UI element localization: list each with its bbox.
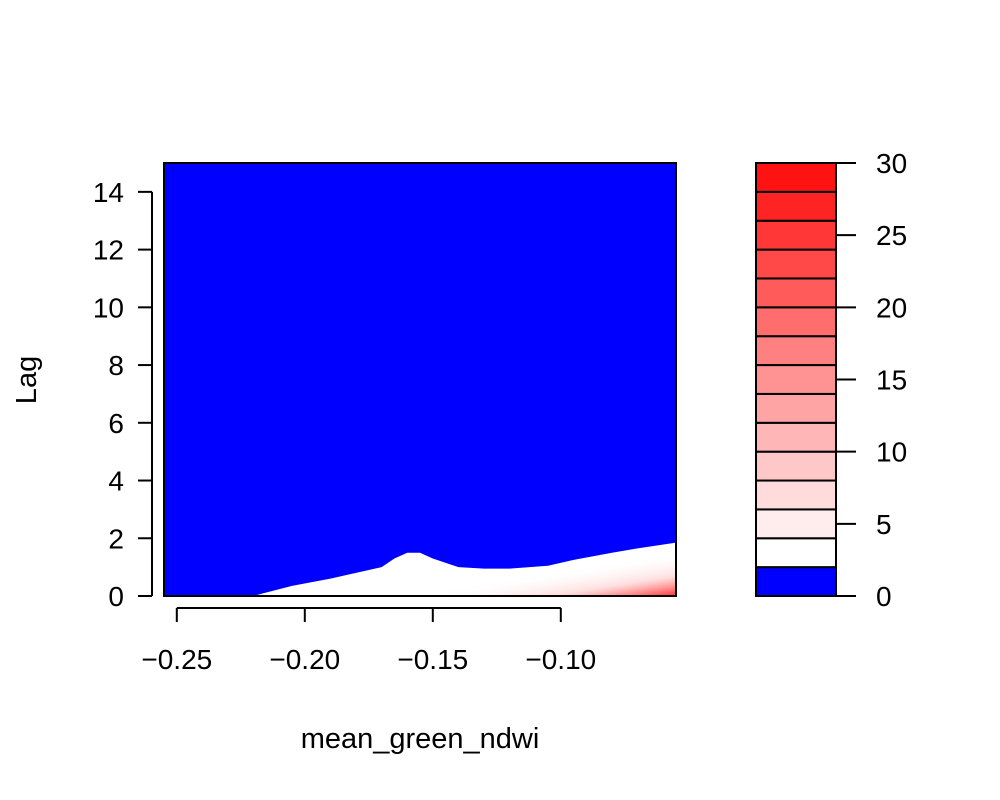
y-tick-label: 0 bbox=[108, 581, 124, 612]
colorbar-tick-label: 30 bbox=[876, 148, 907, 179]
colorbar-tick-label: 15 bbox=[876, 365, 907, 396]
colorbar-swatch bbox=[755, 190, 837, 222]
colorbar-tick-label: 25 bbox=[876, 220, 907, 251]
y-tick-label: 4 bbox=[108, 466, 124, 497]
colorbar-tick-label: 20 bbox=[876, 292, 907, 323]
contour-warm-region bbox=[164, 542, 676, 596]
y-axis-title: Lag bbox=[11, 356, 43, 404]
y-tick-label: 12 bbox=[93, 235, 124, 266]
colorbar-swatch bbox=[755, 537, 837, 569]
x-tick-label: −0.10 bbox=[525, 644, 596, 675]
colorbar-swatch bbox=[755, 277, 837, 309]
x-axis-title: mean_green_ndwi bbox=[301, 723, 540, 755]
colorbar: 0 5 10 15 20 25 30 bbox=[755, 148, 907, 612]
colorbar-swatch bbox=[755, 566, 837, 598]
colorbar-swatch bbox=[755, 248, 837, 280]
x-tick-label: −0.20 bbox=[269, 644, 340, 675]
plot-area bbox=[164, 163, 676, 596]
y-tick-label: 6 bbox=[108, 408, 124, 439]
colorbar-swatch bbox=[755, 162, 837, 193]
colorbar-tick-label: 5 bbox=[876, 509, 892, 540]
colorbar-swatch bbox=[755, 335, 837, 367]
plot-background bbox=[164, 163, 676, 596]
y-tick-label: 8 bbox=[108, 350, 124, 381]
colorbar-swatch bbox=[755, 421, 837, 453]
x-tick-label: −0.15 bbox=[397, 644, 468, 675]
colorbar-swatch bbox=[755, 450, 837, 482]
colorbar-swatch bbox=[755, 219, 837, 251]
colorbar-swatch bbox=[755, 306, 837, 338]
colorbar-swatch bbox=[755, 392, 837, 424]
colorbar-swatch bbox=[755, 508, 837, 540]
y-tick-label: 14 bbox=[93, 177, 124, 208]
colorbar-tick-label: 10 bbox=[876, 437, 907, 468]
y-tick-label: 2 bbox=[108, 523, 124, 554]
colorbar-tick-label: 0 bbox=[876, 581, 892, 612]
y-axis: 0 2 4 6 8 10 12 14 bbox=[93, 177, 153, 612]
y-tick-label: 10 bbox=[93, 292, 124, 323]
colorbar-swatch bbox=[755, 479, 837, 511]
x-tick-label: −0.25 bbox=[141, 644, 212, 675]
x-axis: −0.25 −0.20 −0.15 −0.10 bbox=[141, 607, 596, 675]
colorbar-swatch bbox=[755, 364, 837, 395]
plot-frame bbox=[163, 162, 677, 597]
